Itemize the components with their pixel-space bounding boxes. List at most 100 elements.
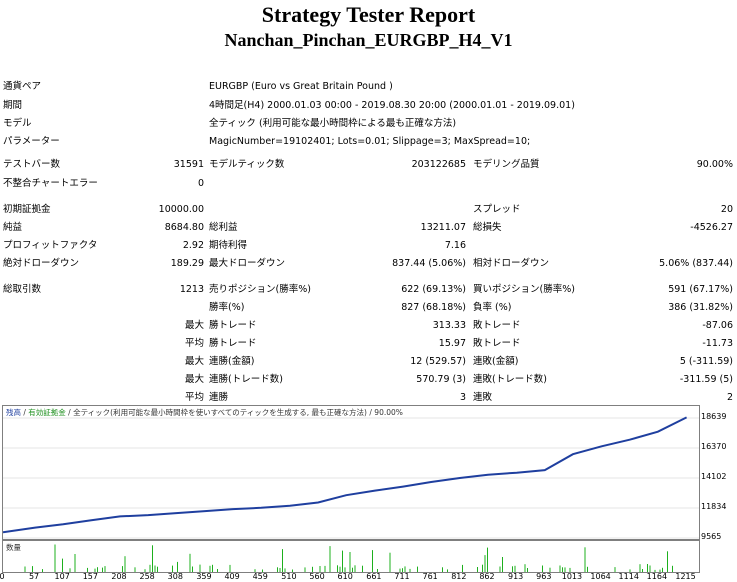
volume-bar (124, 556, 126, 572)
volume-bar (192, 566, 193, 572)
x-tick-label: 1114 (618, 572, 639, 581)
ticks-label: モデルティック数 (209, 159, 285, 170)
abs-dd-value: 189.29 (170, 258, 204, 269)
volume-bar (319, 566, 321, 572)
y-tick-label: 11834 (701, 501, 727, 511)
volume-bar (199, 564, 201, 572)
largest-win-value: 313.33 (432, 320, 466, 331)
x-tick-label: 510 (281, 572, 297, 581)
volume-bar (659, 569, 661, 572)
x-tick-label: 913 (508, 572, 524, 581)
total-trades-value: 1213 (179, 284, 204, 295)
loss-value: 386 (31.82%) (668, 302, 733, 313)
volume-bar (399, 568, 401, 572)
rel-dd-label: 相対ドローダウン (473, 258, 550, 269)
volume-bar (639, 564, 641, 572)
avg-win-value: 15.97 (438, 338, 466, 349)
x-tick-label: 57 (28, 572, 40, 581)
mismatch-label: 不整合チャートエラー (3, 178, 98, 189)
largest-win-label: 勝トレード (209, 320, 257, 331)
volume-bar (54, 544, 56, 572)
prefix-max-1: 最大 (184, 320, 204, 331)
x-tick-label: 208 (111, 572, 127, 581)
abs-dd-label: 絶対ドローダウン (3, 258, 80, 269)
volume-bar (352, 567, 353, 572)
volume-bar (324, 565, 326, 572)
volume-bar (217, 569, 218, 572)
legend-model: 全ティック(利用可能な最小時間枠を使いすべてのティックを生成する, 最も正確な方… (73, 408, 367, 417)
max-dd-label: 最大ドローダウン (209, 258, 286, 269)
info-label-model: モデル (3, 118, 32, 129)
volume-bar (559, 565, 561, 572)
volume-bar (362, 565, 363, 572)
volume-bar (662, 567, 663, 572)
volume-bar (94, 568, 96, 572)
spread-label: スプレッド (473, 204, 521, 215)
volume-bar (502, 557, 503, 572)
bars-value: 31591 (173, 159, 204, 170)
x-tick-label: 107 (54, 572, 70, 581)
report-subtitle: Nanchan_Pinchan_EURGBP_H4_V1 (224, 30, 513, 50)
volume-bar (32, 566, 33, 572)
volume-bar (672, 565, 673, 572)
volume-bar (157, 566, 158, 572)
volume-bar (642, 569, 643, 572)
info-value-parameters: MagicNumber=19102401; Lots=0.01; Slippag… (209, 136, 531, 147)
info-value-symbol: EURGBP (Euro vs Great Britain Pound ) (209, 81, 393, 92)
max-cons-win-label: 連勝(金額) (209, 356, 255, 367)
prefix-avg-1: 平均 (184, 338, 204, 349)
volume-bar (282, 549, 283, 572)
volume-bar (484, 555, 486, 572)
largest-loss-label: 敗トレード (473, 320, 521, 331)
quality-value: 90.00% (696, 159, 733, 170)
long-value: 591 (67.17%) (668, 284, 733, 295)
balance-line (3, 416, 688, 534)
volume-bar (442, 567, 443, 572)
y-tick-label: 18639 (701, 412, 727, 421)
volume-bar (417, 566, 418, 572)
ticks-value: 203122685 (411, 159, 466, 170)
x-tick-label: 1164 (646, 572, 668, 581)
volume-bar (667, 551, 668, 572)
avg-loss-value: -11.73 (702, 338, 733, 349)
deposit-value: 10000.00 (158, 204, 204, 215)
payoff-value: 7.16 (444, 240, 466, 251)
avg-loss-label: 敗トレード (473, 338, 521, 349)
volume-bar (372, 550, 373, 572)
volume-bar (499, 566, 501, 572)
volume-bar (292, 569, 293, 572)
volume-bar (102, 567, 103, 572)
volume-bar (69, 568, 71, 572)
x-tick-label: 661 (366, 572, 382, 581)
max-cons-profit-value: 570.79 (3) (416, 374, 466, 385)
volume-bar (402, 568, 403, 572)
x-tick-label: 560 (309, 572, 325, 581)
volume-bar (329, 546, 331, 572)
volume-bar (97, 567, 98, 572)
volume-bar (277, 567, 278, 572)
volume-bar (42, 569, 43, 572)
volume-bar (212, 564, 213, 572)
max-dd-value: 837.44 (5.06%) (392, 258, 466, 269)
info-label-parameters: パラメーター (3, 136, 60, 147)
spread-value: 20 (720, 204, 733, 215)
net-label: 純益 (3, 222, 23, 233)
payoff-label: 期待利得 (209, 240, 248, 251)
volume-bar (344, 567, 346, 572)
volume-bar (134, 567, 136, 572)
rel-dd-value: 5.06% (837.44) (659, 258, 733, 269)
legend-balance: 残高 (6, 408, 21, 417)
volume-bar (262, 569, 263, 572)
avg-cons-loss-label: 連敗 (473, 392, 493, 403)
volume-bar (512, 566, 513, 572)
volume-bar (549, 567, 551, 572)
volume-bar (447, 569, 448, 572)
balance-chart-svg (3, 416, 699, 539)
x-tick-label: 258 (139, 572, 155, 581)
volume-bar (154, 565, 156, 572)
volume-bar (189, 553, 191, 572)
volume-bar (482, 564, 483, 572)
x-tick-label: 359 (196, 572, 212, 581)
pf-value: 2.92 (182, 240, 204, 251)
volume-bar (229, 564, 231, 572)
